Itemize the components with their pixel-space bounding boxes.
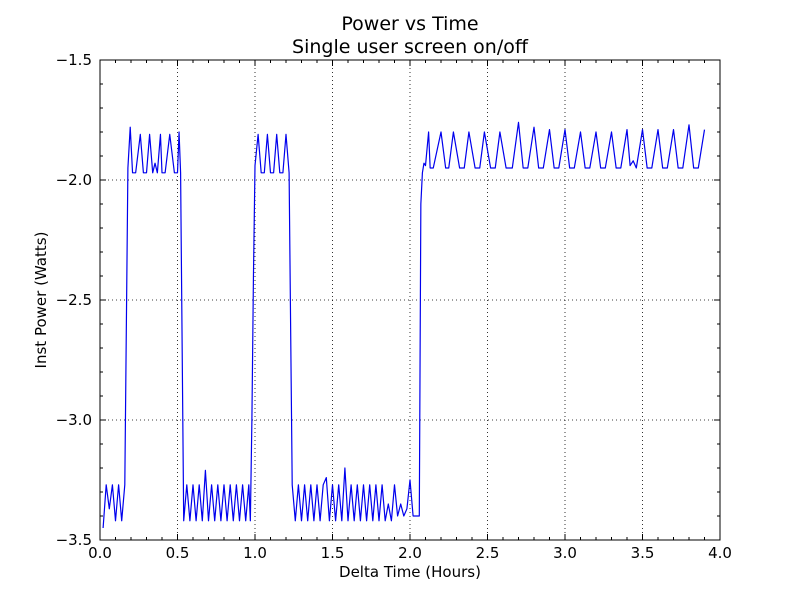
y-tick-label: −2.5	[56, 291, 92, 309]
series-line-0	[102, 121, 706, 529]
x-tick-label: 0.0	[88, 544, 112, 562]
grid-lines	[100, 60, 720, 540]
chart-subtitle: Single user screen on/off	[292, 36, 529, 58]
axis-ticks: 0.0 0.5 1.0 1.5 2.0 2.5 3.0 3.5 4.0 −3.5 −3.0 −2.5 −…	[56, 51, 732, 562]
x-tick-label: 1.0	[243, 544, 267, 562]
plot-area	[102, 121, 706, 529]
x-tick-label: 0.5	[166, 544, 190, 562]
x-tick-label: 3.5	[631, 544, 655, 562]
y-tick-label: −2.0	[56, 171, 92, 189]
x-axis-label: Delta Time (Hours)	[339, 563, 481, 581]
y-axis-label: Inst Power (Watts)	[32, 232, 50, 369]
x-tick-label: 1.5	[321, 544, 345, 562]
x-tick-label: 2.0	[398, 544, 422, 562]
x-tick-label: 3.0	[553, 544, 577, 562]
y-tick-label: −3.0	[56, 411, 92, 429]
y-tick-label: −1.5	[56, 51, 92, 69]
x-tick-label: 4.0	[708, 544, 732, 562]
x-tick-label: 2.5	[476, 544, 500, 562]
chart-title: Power vs Time	[341, 13, 478, 35]
y-tick-label: −3.5	[56, 531, 92, 549]
